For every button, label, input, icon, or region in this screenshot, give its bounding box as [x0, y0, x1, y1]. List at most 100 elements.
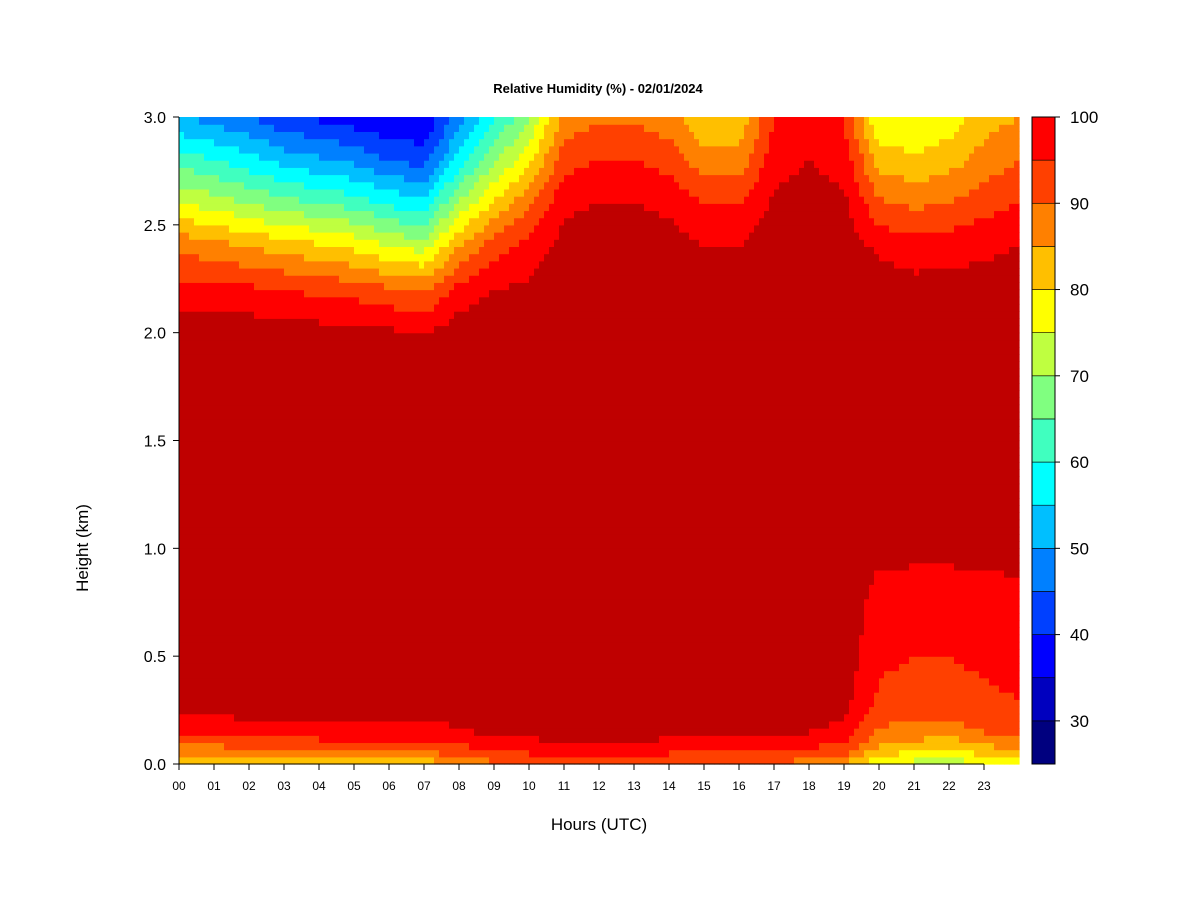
heatmap-cell [299, 181, 305, 190]
heatmap-cell [179, 483, 185, 492]
heatmap-cell [199, 361, 205, 370]
heatmap-cell [179, 347, 185, 355]
heatmap-cell [209, 447, 215, 456]
heatmap-cell [279, 699, 285, 708]
heatmap-cell [454, 641, 460, 650]
heatmap-cell [254, 124, 260, 132]
heatmap-cell [184, 598, 190, 607]
heatmap-cell [389, 131, 395, 140]
heatmap-cell [279, 397, 285, 406]
heatmap-cell [449, 347, 455, 355]
heatmap-cell [419, 526, 425, 535]
heatmap-cell [319, 124, 325, 132]
heatmap-cell [384, 382, 390, 391]
heatmap-cell [379, 641, 385, 650]
heatmap-cell [249, 411, 255, 420]
heatmap-cell [279, 289, 285, 298]
heatmap-cell [199, 368, 205, 377]
heatmap-cell [364, 289, 370, 298]
heatmap-cell [239, 620, 245, 629]
heatmap-cell [394, 296, 400, 305]
heatmap-cell [209, 569, 215, 578]
heatmap-cell [344, 404, 350, 413]
heatmap-cell [349, 663, 355, 672]
heatmap-cell [359, 526, 365, 535]
heatmap-cell [284, 498, 290, 506]
heatmap-cell [324, 591, 330, 600]
heatmap-cell [394, 598, 400, 607]
heatmap-cell [204, 699, 210, 708]
heatmap-cell [444, 684, 450, 693]
heatmap-cell [324, 296, 330, 305]
heatmap-cell [274, 627, 280, 636]
heatmap-cell [234, 720, 240, 729]
heatmap-cell [424, 411, 430, 420]
heatmap-cell [279, 684, 285, 693]
heatmap-cell [244, 375, 250, 384]
heatmap-cell [314, 462, 320, 470]
heatmap-cell [389, 598, 395, 607]
heatmap-cell [254, 433, 260, 442]
heatmap-cell [414, 447, 420, 456]
heatmap-cell [379, 339, 385, 348]
heatmap-cell [364, 124, 370, 132]
heatmap-cell [224, 160, 230, 168]
heatmap-cell [209, 210, 215, 219]
heatmap-cell [269, 670, 275, 679]
heatmap-cell [279, 347, 285, 355]
heatmap-cell [339, 720, 345, 729]
heatmap-cell [244, 692, 250, 700]
heatmap-cell [264, 382, 270, 391]
heatmap-cell [414, 167, 420, 176]
heatmap-cell [389, 433, 395, 442]
heatmap-cell [424, 267, 430, 276]
heatmap-cell [294, 706, 300, 715]
heatmap-cell [214, 541, 220, 549]
heatmap-cell [194, 404, 200, 413]
heatmap-cell [374, 138, 380, 147]
heatmap-cell [409, 591, 415, 600]
heatmap-cell [179, 684, 185, 693]
heatmap-cell [339, 239, 345, 247]
heatmap-cell [264, 354, 270, 363]
heatmap-cell [419, 735, 425, 744]
heatmap-cell [444, 404, 450, 413]
heatmap-cell [279, 354, 285, 363]
heatmap-cell [244, 131, 250, 140]
heatmap-cell [199, 260, 205, 269]
heatmap-cell [279, 569, 285, 578]
heatmap-cell [219, 117, 225, 125]
heatmap-cell [399, 749, 405, 758]
heatmap-cell [269, 188, 275, 197]
heatmap-cell [189, 203, 195, 212]
heatmap-cell [364, 598, 370, 607]
heatmap-cell [234, 656, 240, 664]
heatmap-cell [354, 152, 360, 161]
heatmap-cell [279, 591, 285, 600]
heatmap-cell [194, 375, 200, 384]
heatmap-cell [439, 533, 445, 542]
heatmap-cell [324, 239, 330, 247]
heatmap-cell [434, 620, 440, 629]
heatmap-cell [374, 677, 380, 686]
heatmap-cell [239, 433, 245, 442]
heatmap-cell [439, 282, 445, 291]
heatmap-cell [184, 512, 190, 521]
heatmap-cell [194, 541, 200, 549]
heatmap-cell [279, 526, 285, 535]
heatmap-cell [419, 505, 425, 513]
heatmap-cell [314, 260, 320, 269]
heatmap-cell [314, 627, 320, 636]
heatmap-cell [364, 713, 370, 722]
heatmap-cell [359, 706, 365, 715]
heatmap-cell [214, 749, 220, 758]
heatmap-cell [279, 483, 285, 492]
heatmap-cell [304, 648, 310, 657]
heatmap-cell [234, 361, 240, 370]
heatmap-cell [299, 282, 305, 291]
heatmap-cell [189, 541, 195, 549]
heatmap-cell [444, 117, 450, 125]
heatmap-cell [209, 368, 215, 377]
heatmap-cell [449, 684, 455, 693]
heatmap-cell [394, 188, 400, 197]
